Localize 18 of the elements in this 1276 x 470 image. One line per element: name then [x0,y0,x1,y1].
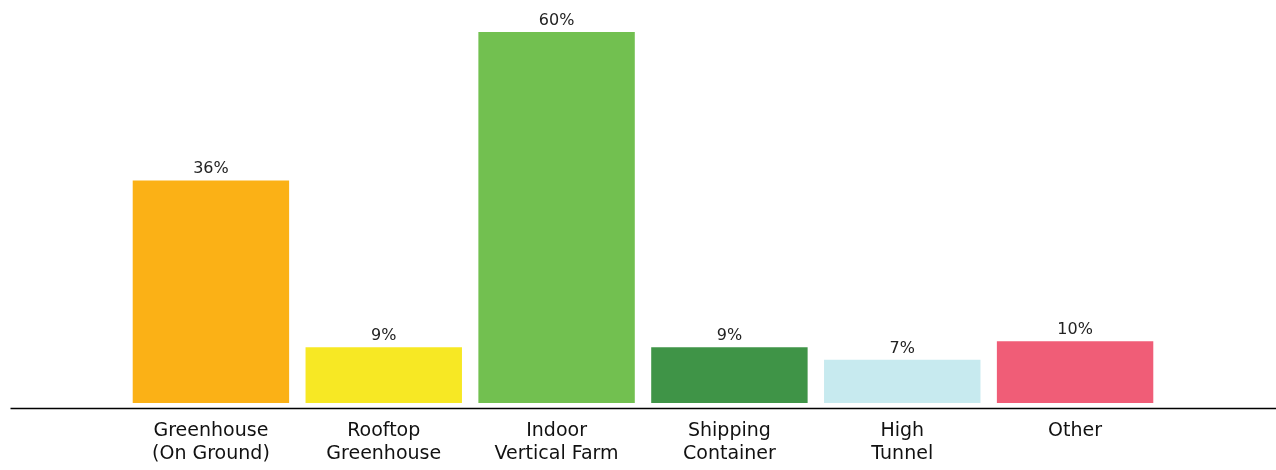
data-label: 9% [371,325,397,345]
x-tick-label: High Tunnel [870,417,934,463]
bar [996,341,1154,403]
data-label: 7% [889,337,915,357]
bar [305,347,462,403]
data-label: 36% [193,158,229,178]
x-tick-label: Other [1048,417,1103,440]
data-label: 9% [716,325,743,345]
bar [478,32,635,403]
bar [824,359,981,403]
x-tick-label: Greenhouse (On Ground) [152,417,270,463]
data-label: 60% [538,10,575,29]
bar [132,180,290,403]
bar [651,347,808,403]
x-tick-label: Indoor Vertical Farm [494,417,619,463]
x-tick-label: Shipping Container [682,417,777,463]
x-tick-label: Rooftop Greenhouse [326,417,442,463]
data-label: 10% [1057,319,1093,339]
